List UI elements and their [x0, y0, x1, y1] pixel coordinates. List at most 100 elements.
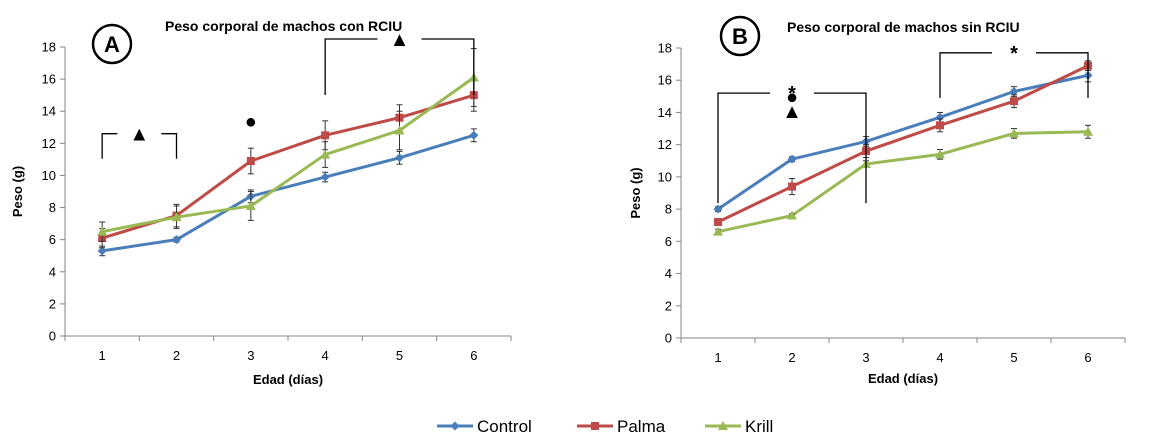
data-point: [713, 226, 723, 236]
significance-symbol: ●: [786, 86, 798, 108]
data-point: [320, 172, 330, 182]
data-point: [172, 235, 181, 245]
y-tick-label: 12: [42, 136, 56, 151]
data-point: [245, 200, 256, 210]
panel-label-circle: [91, 23, 133, 65]
data-point: [395, 153, 404, 163]
data-point: [787, 210, 797, 220]
y-tick-label: 8: [49, 200, 56, 215]
y-tick-label: 12: [658, 137, 672, 152]
series-line: [101, 133, 475, 253]
chart-panel-a: A Peso corporal de machos con RCIU 0 2 4 6 8 10…: [10, 18, 512, 387]
data-point: [936, 121, 944, 130]
y-tick-label: 2: [49, 296, 56, 311]
x-tick-label: 6: [1084, 350, 1091, 365]
significance-bracket: [1036, 52, 1089, 98]
data-point: [320, 149, 331, 159]
data-point: [394, 125, 405, 135]
x-tick-label: 1: [99, 348, 106, 363]
data-point: [714, 218, 722, 226]
significance-symbol: *: [1010, 43, 1018, 65]
data-point: [935, 149, 945, 159]
significance-bracket: [324, 38, 378, 95]
legend-label: Control: [477, 417, 532, 436]
data-point: [787, 154, 797, 164]
x-tick-label: 3: [247, 348, 254, 363]
significance-symbol: ▲: [782, 101, 802, 123]
data-point: [788, 182, 796, 191]
significance-bracket: [421, 38, 475, 95]
series-krill: [713, 124, 1093, 236]
x-tick-label: 5: [396, 348, 403, 363]
y-tick-label: 10: [658, 169, 672, 184]
legend-item-krill: Krill: [705, 417, 773, 436]
data-point: [1010, 97, 1018, 106]
y-tick-label: 0: [665, 331, 672, 346]
significance-symbol: ▲: [390, 29, 410, 51]
data-point: [713, 204, 723, 214]
series-line: [717, 73, 1089, 211]
significance-bracket: [717, 92, 770, 204]
legend-marker: [591, 422, 599, 430]
y-axis-title: Peso (g): [10, 166, 25, 217]
x-tick-label: 3: [862, 350, 869, 365]
series-line: [717, 130, 1089, 234]
data-point: [1009, 87, 1019, 96]
y-tick-label: 10: [42, 168, 56, 183]
x-tick-label: 2: [173, 348, 180, 363]
y-tick-label: 4: [665, 266, 672, 281]
y-tick-label: 14: [42, 104, 56, 119]
chart-title: Peso corporal de machos con RCIU: [165, 18, 402, 34]
data-point: [469, 130, 479, 140]
data-point: [935, 112, 945, 122]
panel-label-circle: [719, 15, 761, 57]
data-point: [1083, 126, 1093, 136]
y-tick-label: 0: [49, 329, 56, 344]
x-tick-label: 1: [714, 350, 721, 365]
x-tick-label: 6: [470, 348, 477, 363]
legend-item-control: Control: [437, 417, 532, 436]
x-tick-label: 5: [1010, 350, 1017, 365]
y-tick-label: 14: [658, 105, 672, 120]
legend-item-palma: Palma: [577, 417, 666, 436]
significance-bracket: [161, 133, 178, 159]
legend-label: Krill: [745, 417, 773, 436]
y-tick-label: 18: [42, 40, 56, 55]
significance-symbol: ▲: [129, 124, 149, 146]
legend: Control Palma Krill: [437, 417, 773, 436]
significance-bracket: [939, 52, 992, 98]
y-tick-label: 6: [49, 232, 56, 247]
x-axis-title: Edad (días): [868, 371, 938, 386]
y-tick-label: 16: [42, 72, 56, 87]
x-tick-label: 2: [788, 350, 795, 365]
legend-label: Palma: [617, 417, 666, 436]
x-tick-label: 4: [936, 350, 943, 365]
panel-label: A: [104, 32, 120, 57]
y-tick-label: 16: [658, 73, 672, 88]
series-line: [717, 64, 1089, 224]
x-tick-label: 4: [322, 348, 329, 363]
data-point: [97, 226, 108, 236]
series-line: [101, 76, 475, 234]
legend-marker: [450, 421, 460, 431]
y-tick-label: 18: [658, 41, 672, 56]
legend-marker: [718, 421, 728, 430]
panel-label: B: [732, 24, 748, 49]
y-axis-title: Peso (g): [628, 167, 643, 218]
y-tick-label: 6: [665, 234, 672, 249]
significance-symbol: *: [788, 83, 796, 105]
data-point: [321, 131, 330, 140]
significance-bracket: [814, 92, 867, 204]
chart-title: Peso corporal de machos sin RCIU: [787, 19, 1020, 35]
y-tick-label: 8: [665, 202, 672, 217]
data-point: [1009, 128, 1019, 138]
significance-symbol: ●: [245, 111, 257, 133]
y-tick-label: 4: [49, 264, 56, 279]
y-tick-label: 2: [665, 298, 672, 313]
data-point: [171, 212, 182, 222]
data-point: [246, 156, 255, 165]
chart-panel-b: B Peso corporal de machos sin RCIU 0 2 4 6 8 10…: [628, 15, 1126, 386]
x-axis-title: Edad (días): [253, 372, 323, 387]
series-krill: [97, 48, 479, 242]
